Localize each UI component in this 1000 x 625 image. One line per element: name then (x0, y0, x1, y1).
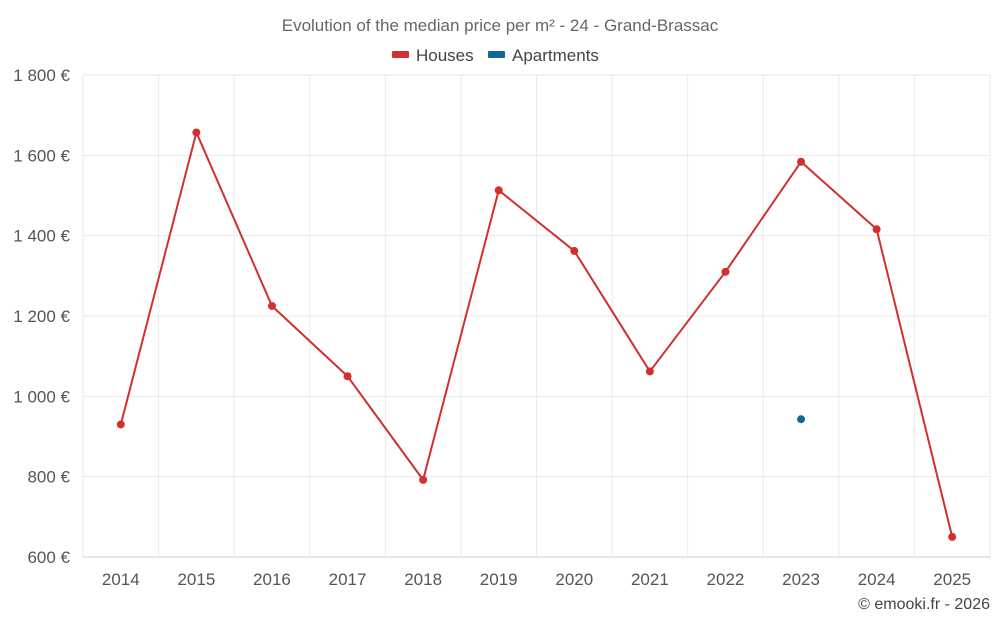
grid (82, 74, 991, 558)
data-point-houses-2023[interactable] (797, 157, 806, 166)
data-point-houses-2025[interactable] (948, 532, 957, 541)
x-axis-ticks: 2014 2015 2016 2017 2018 2019 2020 2021 2022 2023… (102, 570, 971, 589)
data-point-houses-2024[interactable] (872, 225, 881, 234)
data-point-houses-2020[interactable] (570, 246, 579, 255)
x-tick-label: 2021 (631, 570, 669, 589)
series-line-houses (119, 131, 954, 538)
legend-item-apartments[interactable]: Apartments (488, 46, 599, 65)
data-point-houses-2018[interactable] (419, 475, 428, 484)
data-point-houses-2022[interactable] (721, 267, 730, 276)
y-tick-label: 1 000 € (13, 387, 70, 406)
legend-label-houses: Houses (416, 46, 474, 65)
y-tick-label: 800 € (27, 468, 70, 487)
x-tick-label: 2022 (707, 570, 745, 589)
x-tick-label: 2017 (329, 570, 367, 589)
y-tick-label: 1 200 € (13, 307, 70, 326)
data-point-houses-2017[interactable] (343, 372, 352, 381)
x-tick-label: 2025 (933, 570, 971, 589)
x-tick-label: 2024 (858, 570, 896, 589)
x-tick-label: 2018 (404, 570, 442, 589)
x-tick-label: 2019 (480, 570, 518, 589)
x-tick-label: 2016 (253, 570, 291, 589)
y-tick-label: 1 600 € (13, 146, 70, 165)
credit-text: © emooki.fr - 2026 (858, 596, 990, 613)
y-tick-label: 600 € (27, 548, 70, 567)
data-point-houses-2016[interactable] (267, 301, 276, 310)
legend-label-apartments: Apartments (512, 46, 599, 65)
data-point-houses-2015[interactable] (192, 128, 201, 137)
legend: Houses Apartments (392, 46, 599, 65)
chart-title: Evolution of the median price per m² - 2… (282, 16, 719, 35)
x-tick-label: 2023 (782, 570, 820, 589)
legend-swatch-houses (392, 51, 409, 58)
series (116, 128, 957, 541)
y-tick-label: 1 800 € (13, 66, 70, 85)
x-tick-label: 2015 (177, 570, 215, 589)
x-tick-label: 2020 (555, 570, 593, 589)
data-point-houses-2019[interactable] (494, 186, 503, 195)
y-axis-ticks: 600 € 800 € 1 000 € 1 200 € 1 400 € 1 600 € 1 … (13, 66, 70, 567)
data-point-houses-2021[interactable] (645, 367, 654, 376)
data-point-apartments-2023[interactable] (797, 415, 806, 424)
legend-item-houses[interactable]: Houses (392, 46, 474, 65)
y-tick-label: 1 400 € (13, 227, 70, 246)
x-tick-label: 2014 (102, 570, 140, 589)
legend-swatch-apartments (488, 51, 505, 58)
data-point-houses-2014[interactable] (116, 420, 125, 429)
